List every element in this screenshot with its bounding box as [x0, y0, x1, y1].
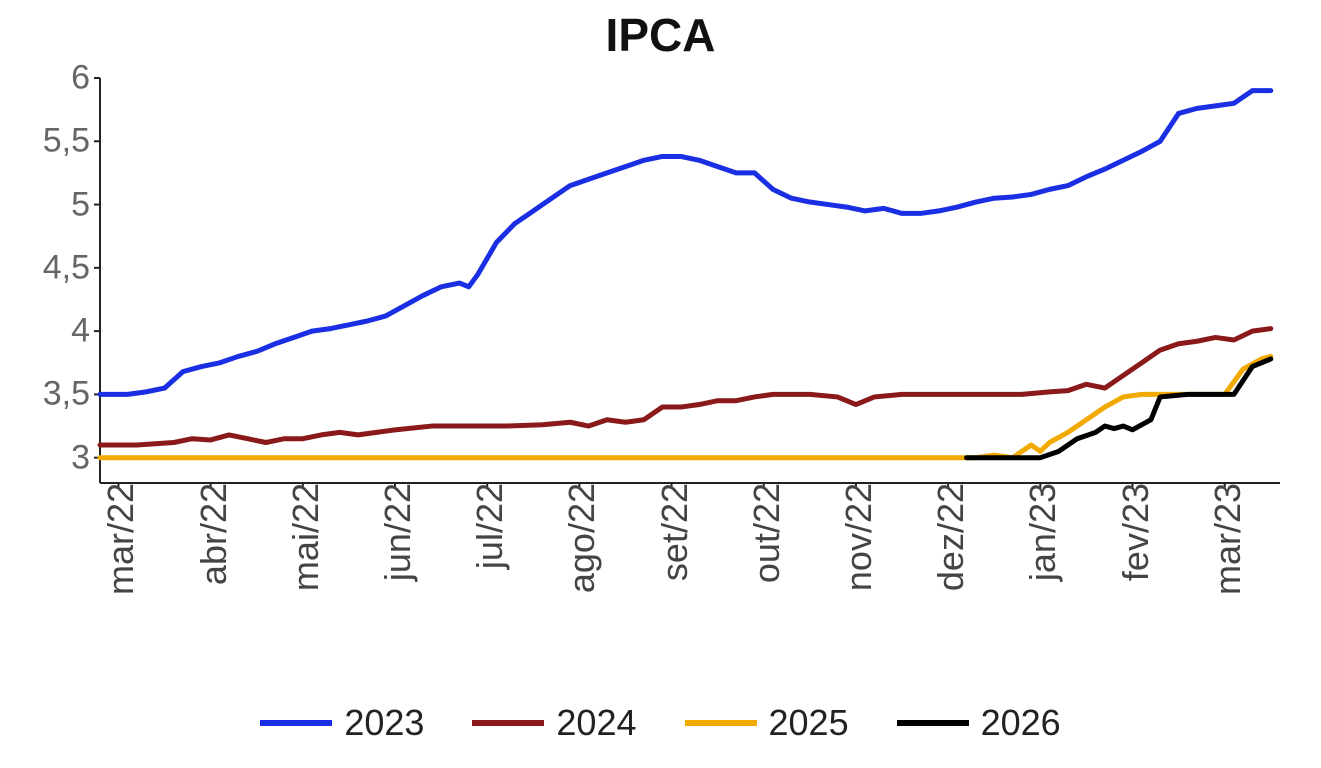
legend-swatch-icon [685, 720, 757, 726]
x-tick-label: jan/23 [1016, 483, 1064, 581]
legend-swatch-icon [260, 720, 332, 726]
y-tick-label: 4 [71, 312, 100, 351]
x-tick-label: mai/22 [279, 483, 327, 591]
x-tick-label: mar/22 [94, 483, 142, 595]
legend-label: 2023 [344, 702, 424, 744]
x-tick-label: nov/22 [832, 483, 880, 591]
legend-item-2024: 2024 [472, 702, 636, 744]
y-tick-label: 3,5 [43, 375, 100, 414]
x-tick-label: ago/22 [555, 483, 603, 593]
series-2023 [100, 91, 1271, 395]
y-tick-label: 5 [71, 185, 100, 224]
legend-label: 2026 [981, 702, 1061, 744]
x-tick-label: dez/22 [924, 483, 972, 591]
legend-item-2025: 2025 [685, 702, 849, 744]
y-tick-label: 4,5 [43, 248, 100, 287]
legend-item-2026: 2026 [897, 702, 1061, 744]
x-tick-label: abr/22 [187, 483, 235, 585]
x-tick-label: out/22 [740, 483, 788, 583]
plot-area: 33,544,555,56mar/22abr/22mai/22jun/22jul… [100, 78, 1280, 483]
plot-svg [100, 78, 1280, 483]
ipca-chart: IPCA 33,544,555,56mar/22abr/22mai/22jun/… [0, 0, 1321, 768]
legend-swatch-icon [472, 720, 544, 726]
legend-label: 2025 [769, 702, 849, 744]
x-tick-label: mar/23 [1201, 483, 1249, 595]
legend: 2023 2024 2025 2026 [0, 702, 1321, 744]
y-tick-label: 5,5 [43, 122, 100, 161]
legend-item-2023: 2023 [260, 702, 424, 744]
chart-title: IPCA [0, 8, 1321, 62]
legend-swatch-icon [897, 720, 969, 726]
legend-label: 2024 [556, 702, 636, 744]
y-tick-label: 6 [71, 59, 100, 98]
x-tick-label: jul/22 [463, 483, 511, 569]
series-2026 [967, 359, 1271, 458]
x-tick-label: fev/23 [1109, 483, 1157, 581]
y-tick-label: 3 [71, 438, 100, 477]
x-tick-label: set/22 [648, 483, 696, 581]
x-tick-label: jun/22 [371, 483, 419, 581]
